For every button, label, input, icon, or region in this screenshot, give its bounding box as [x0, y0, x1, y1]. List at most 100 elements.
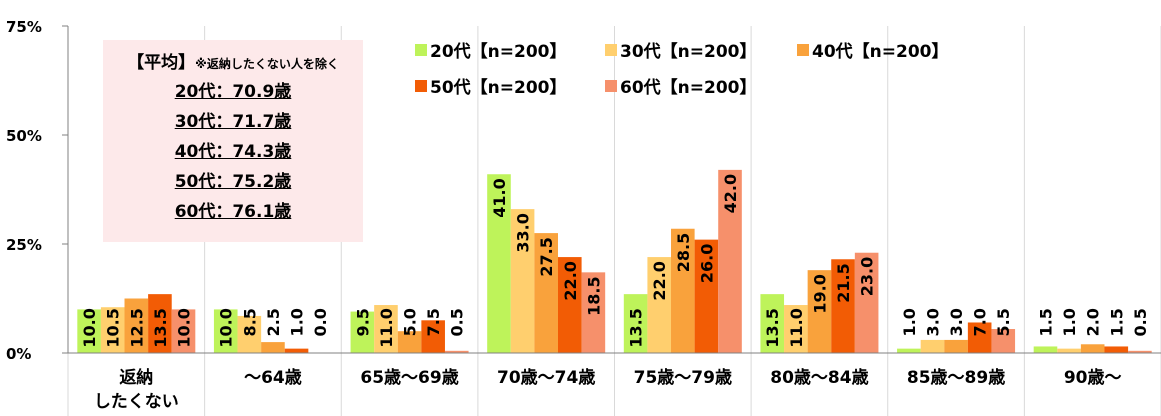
bar [261, 342, 285, 353]
data-label: 10.0 [217, 308, 236, 347]
bar [444, 350, 469, 353]
bar [1128, 350, 1152, 353]
data-label: 7.0 [971, 308, 990, 336]
bar [213, 309, 238, 353]
average-age-box: 【平均】※返納したくない人を除く 20代：70.9歳 30代：71.7歳 40代… [103, 40, 363, 242]
legend-label: 20代【n=200】 [430, 41, 567, 62]
bar [784, 305, 808, 353]
bar [1104, 346, 1129, 353]
legend-swatch [415, 80, 427, 92]
data-label: 9.5 [353, 308, 372, 336]
data-label: 10.5 [104, 308, 123, 347]
data-label: 1.5 [1036, 308, 1055, 336]
average-line-60s: 60代：76.1歳 [174, 202, 292, 222]
bar [77, 309, 101, 353]
legend-label: 50代【n=200】 [430, 77, 567, 98]
data-label: 27.5 [537, 237, 556, 276]
bar [284, 348, 309, 353]
data-label: 13.5 [627, 308, 646, 347]
average-line-40s: 40代：74.3歳 [174, 142, 292, 162]
bar [397, 331, 422, 353]
category-label: したくない [94, 392, 179, 412]
average-box-heading: 【平均】 [127, 53, 196, 73]
bar [557, 257, 582, 353]
y-tick-label: 75% [6, 18, 42, 36]
bar [148, 294, 172, 353]
y-tick-label: 25% [6, 236, 42, 254]
bar [1080, 344, 1105, 353]
data-label: 11.0 [787, 308, 806, 347]
data-label: 0.5 [1131, 308, 1150, 336]
data-label: 13.5 [763, 308, 782, 347]
data-label: 21.5 [834, 263, 853, 302]
bar [1057, 348, 1081, 353]
bar [487, 174, 511, 353]
data-label: 3.0 [947, 308, 966, 336]
bar [760, 294, 785, 353]
data-label: 10.0 [80, 308, 99, 347]
bar [100, 307, 125, 353]
data-label: 0.5 [448, 308, 467, 336]
bar [581, 272, 606, 353]
legend-label: 30代【n=200】 [620, 41, 757, 62]
average-line-20s: 20代：70.9歳 [174, 82, 292, 102]
average-box-title: 【平均】※返納したくない人を除く [103, 48, 363, 73]
data-label: 12.5 [127, 308, 146, 347]
bar [897, 348, 921, 353]
category-label: 75歳～79歳 [634, 367, 732, 388]
data-label: 22.0 [561, 261, 580, 300]
data-label: 2.0 [1084, 308, 1103, 336]
data-label: 3.0 [923, 308, 942, 336]
bar [350, 311, 375, 353]
legend-swatch [605, 80, 617, 92]
bar [510, 209, 535, 353]
bar [671, 228, 695, 353]
data-label: 26.0 [697, 244, 716, 283]
y-tick-label: 0% [6, 345, 31, 363]
data-label: 33.0 [514, 213, 533, 252]
data-label: 5.0 [401, 308, 420, 336]
bar [807, 270, 832, 353]
bar [694, 239, 719, 353]
average-line-50s: 50代：75.2歳 [174, 172, 292, 192]
data-label: 10.0 [175, 308, 194, 347]
legend-swatch [415, 44, 427, 56]
bar [831, 259, 855, 353]
category-label: ～64歳 [244, 367, 302, 388]
category-label: 返納 [119, 367, 153, 388]
bar [124, 298, 149, 353]
data-label: 19.0 [810, 274, 829, 313]
bar [920, 339, 945, 353]
data-label: 1.0 [1060, 308, 1079, 336]
bar [1033, 346, 1058, 353]
data-label: 2.5 [264, 308, 283, 336]
data-label: 8.5 [240, 308, 259, 336]
data-label: 1.5 [1107, 308, 1126, 336]
data-label: 13.5 [151, 308, 170, 347]
data-label: 7.5 [424, 308, 443, 336]
bar [647, 257, 672, 353]
bar [944, 339, 968, 353]
category-label: 85歳～89歳 [907, 367, 1005, 388]
legend-swatch [605, 44, 617, 56]
bar [967, 322, 992, 353]
data-label: 1.0 [900, 308, 919, 336]
y-tick-label: 50% [6, 127, 42, 145]
data-label: 11.0 [377, 308, 396, 347]
bar [854, 252, 879, 353]
bar [534, 233, 558, 353]
data-label: 0.0 [311, 308, 330, 336]
data-label: 28.5 [674, 233, 693, 272]
average-line-30s: 30代：71.7歳 [174, 112, 292, 132]
data-label: 22.0 [650, 261, 669, 300]
data-label: 1.0 [288, 308, 307, 336]
bar [421, 320, 445, 353]
category-label: 80歳～84歳 [770, 367, 868, 388]
bar [718, 169, 742, 353]
bar [623, 294, 648, 353]
data-label: 5.5 [994, 308, 1013, 336]
data-label: 41.0 [490, 178, 509, 217]
average-box-note: ※返納したくない人を除く [195, 57, 339, 71]
legend-label: 60代【n=200】 [620, 77, 757, 98]
